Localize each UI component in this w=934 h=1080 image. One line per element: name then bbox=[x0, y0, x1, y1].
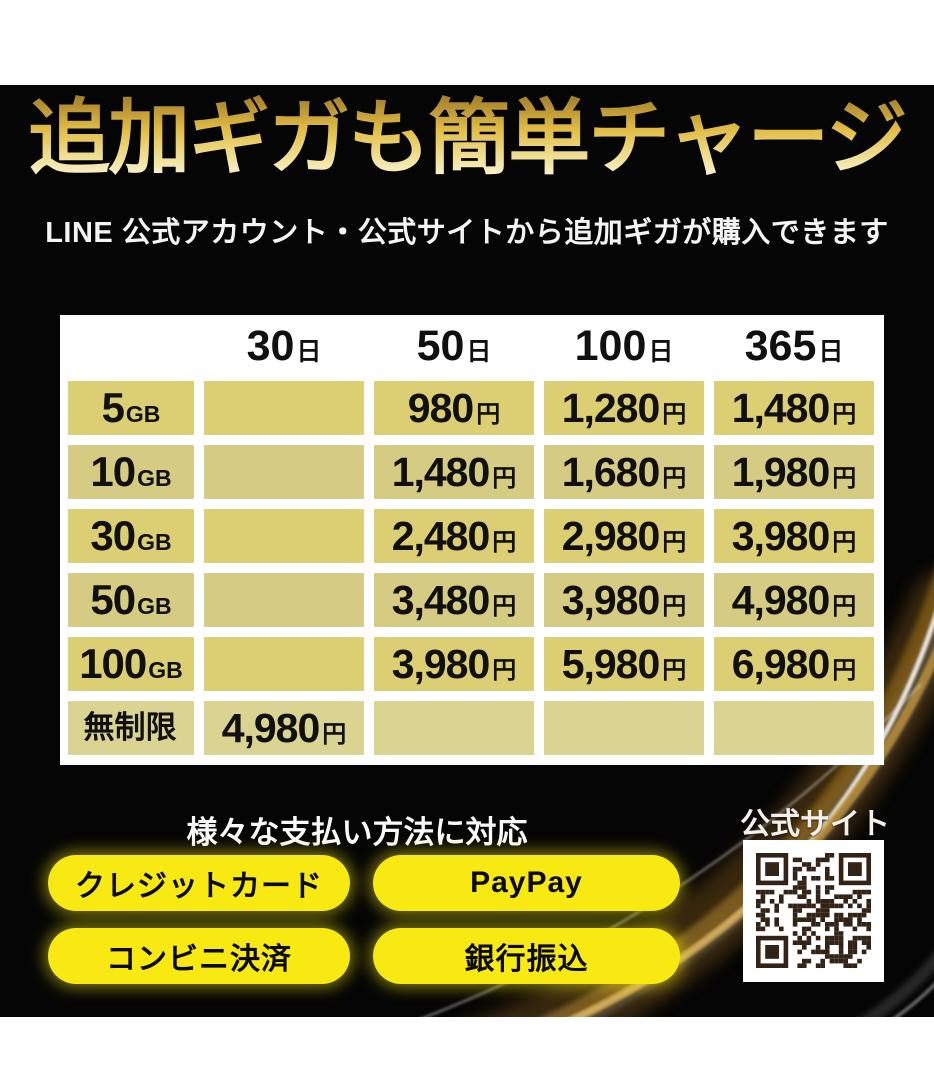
payment-button-paypay[interactable]: PayPay bbox=[373, 855, 680, 911]
payment-button-convenience-store[interactable]: コンビニ決済 bbox=[48, 928, 350, 984]
official-site-label: 公式サイト bbox=[740, 808, 890, 841]
price-cell bbox=[204, 381, 364, 435]
price-cell: 3,980 円 bbox=[714, 509, 874, 563]
price-cell: 5,980 円 bbox=[544, 637, 704, 691]
price-cell: 1,280 円 bbox=[544, 381, 704, 435]
price-cell: 4,980 円 bbox=[204, 701, 364, 755]
payment-button-credit-card[interactable]: クレジットカード bbox=[48, 855, 350, 911]
row-label-unlimited: 無制限 bbox=[68, 701, 194, 755]
row-label-10gb: 10 GB bbox=[68, 445, 194, 499]
payments-heading: 様々な支払い方法に対応 bbox=[186, 815, 528, 850]
column-header-100days: 100 日 bbox=[574, 322, 674, 370]
qr-code bbox=[743, 840, 884, 982]
price-cell: 3,980 円 bbox=[544, 573, 704, 627]
column-header-50days: 50 日 bbox=[416, 322, 492, 370]
payment-button-bank-transfer[interactable]: 銀行振込 bbox=[373, 928, 680, 984]
price-cell: 6,980 円 bbox=[714, 637, 874, 691]
payment-buttons: クレジットカード PayPay コンビニ決済 銀行振込 bbox=[48, 855, 680, 984]
price-cell: 3,980 円 bbox=[374, 637, 534, 691]
ad-canvas: 追加ギガも簡単チャージ LINE 公式アカウント・公式サイトから追加ギガが購入で… bbox=[0, 85, 934, 1017]
price-cell: 4,980 円 bbox=[714, 573, 874, 627]
price-cell bbox=[204, 637, 364, 691]
price-cell: 980 円 bbox=[374, 381, 534, 435]
price-cell: 1,980 円 bbox=[714, 445, 874, 499]
column-header-365days: 365 日 bbox=[744, 322, 844, 370]
price-cell: 1,480 円 bbox=[714, 381, 874, 435]
column-header-30days: 30 日 bbox=[246, 322, 322, 370]
row-label-50gb: 50 GB bbox=[68, 573, 194, 627]
row-label-5gb: 5 GB bbox=[68, 381, 194, 435]
price-cell bbox=[714, 701, 874, 755]
pricing-table: 30 日 50 日 100 日 365 日 5 GB 980 円 1,280 円 1,480 円… bbox=[60, 315, 884, 765]
price-cell bbox=[204, 573, 364, 627]
page-subtitle: LINE 公式アカウント・公式サイトから追加ギガが購入できます bbox=[45, 217, 889, 249]
price-cell bbox=[544, 701, 704, 755]
price-cell: 2,480 円 bbox=[374, 509, 534, 563]
price-cell: 1,480 円 bbox=[374, 445, 534, 499]
row-label-30gb: 30 GB bbox=[68, 509, 194, 563]
price-cell: 3,480 円 bbox=[374, 573, 534, 627]
table-corner-cell bbox=[68, 315, 194, 371]
price-cell bbox=[204, 509, 364, 563]
price-cell bbox=[374, 701, 534, 755]
price-cell: 2,980 円 bbox=[544, 509, 704, 563]
price-cell: 1,680 円 bbox=[544, 445, 704, 499]
page-title: 追加ギガも簡単チャージ bbox=[0, 92, 934, 185]
row-label-100gb: 100 GB bbox=[68, 637, 194, 691]
price-cell bbox=[204, 445, 364, 499]
